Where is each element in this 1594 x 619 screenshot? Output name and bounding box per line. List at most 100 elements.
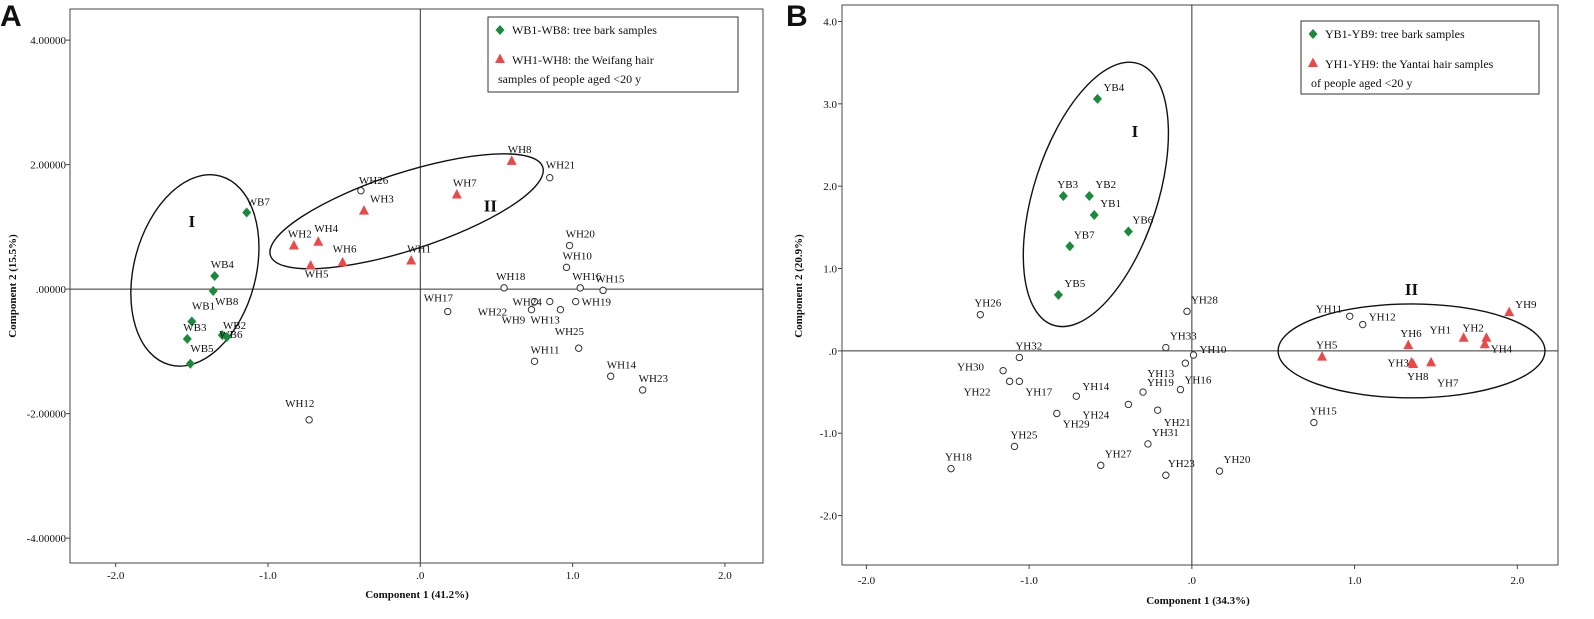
y-tick-label: .0 [829,346,838,358]
x-tick-label: -2.0 [858,575,876,587]
point-label: YH25 [1010,429,1037,441]
data-point [562,263,571,272]
group-label: I [1132,122,1139,141]
data-point [500,284,508,292]
point-label: YH22 [964,386,991,398]
point-label: WB8 [215,296,239,308]
point-label: WH2 [288,229,312,241]
data-point [1053,289,1063,300]
point-label: YH33 [1170,331,1197,343]
point-label: YH26 [974,298,1001,310]
point-label: WB3 [183,322,207,334]
data-point [1403,339,1414,350]
point-label: YH3 [1388,357,1410,369]
y-tick-label: 2.00000 [30,160,66,172]
point-label: WH7 [453,177,477,189]
point-label: YH27 [1105,448,1132,460]
point-label: WH9 [501,315,525,327]
point-label: YH7 [1437,377,1459,389]
point-label: YH32 [1015,340,1042,352]
x-tick-label: -2.0 [107,570,125,582]
data-point [222,332,232,343]
point-label: WH11 [531,344,560,356]
y-axis-label: Component 2 (15.5%) [7,234,19,338]
data-point [1058,191,1068,202]
point-label: WB1 [192,300,215,312]
point-label: WH6 [333,243,357,255]
point-label: WH23 [639,373,669,385]
data-point [1183,307,1191,316]
point-label: WH16 [572,271,602,283]
x-tick-label: .0 [1188,575,1197,587]
point-label: YB4 [1103,82,1124,94]
point-label: WH22 [478,307,507,319]
data-point [337,256,348,267]
legend-text: samples of people aged <20 y [498,72,641,86]
data-point [556,305,565,314]
point-label: YH13 [1147,368,1174,380]
data-point [1162,471,1170,479]
x-tick-label: 2.0 [1510,575,1524,587]
data-point [530,357,539,366]
point-label: WH17 [424,293,454,305]
x-tick-label: .0 [416,570,425,582]
data-point [1317,351,1328,361]
group-ellipse [1277,303,1546,399]
point-label: YH24 [1082,409,1109,421]
legend-text: WH1-WH8: the Weifang hair [512,53,654,67]
data-point [451,188,462,199]
data-point [1215,467,1224,475]
data-point [1181,359,1190,367]
data-point [242,207,252,218]
data-point [187,316,197,327]
point-label: YH21 [1164,417,1191,429]
data-point [1479,338,1490,349]
point-label: WH12 [285,398,314,410]
panel-letter: B [786,0,808,33]
legend-marker [495,53,505,63]
plot-frame [69,8,764,564]
data-point [1015,353,1024,362]
data-point [210,271,220,282]
y-tick-label: -2.00000 [27,409,67,421]
point-label: WH19 [582,297,612,309]
legend-text: of people aged <20 y [1311,76,1412,90]
data-point [1097,461,1105,470]
point-label: WH1 [407,243,431,255]
point-label: YB7 [1074,229,1095,241]
point-label: YH6 [1400,328,1422,340]
legend-marker [1308,29,1318,39]
data-point [1010,442,1019,451]
y-tick-label: -2.0 [820,511,838,523]
point-label: YH14 [1082,381,1109,393]
data-point [1053,409,1061,418]
data-point [530,297,539,306]
point-label: YB1 [1100,198,1121,210]
data-point [599,286,607,295]
panel-a: A -2.0 -1.0 .0 1.0 2.0 -4.00000 -2.00000 .00000 2… [0,0,764,601]
point-label: WH15 [595,273,625,285]
point-label: YB2 [1095,179,1116,191]
data-point [1189,351,1198,359]
point-label: WH24 [513,297,543,309]
data-point [1426,356,1437,367]
data-point [1065,241,1075,252]
data-point [546,173,554,182]
data-point [1310,418,1318,427]
data-point [527,305,536,314]
y-tick-label: 3.0 [823,99,837,111]
data-point [576,284,584,292]
point-label: WH18 [496,271,526,283]
data-point [185,358,195,369]
data-point [1346,312,1354,320]
y-tick-label: 4.0 [823,16,837,28]
panel-b: B -2.0 -1.0 .0 1.0 2.0 -2.0 -1.0 .0 1.0 2.0 3.0 4.0 C… [786,0,1559,607]
data-point [1359,320,1367,329]
data-point [1015,377,1024,386]
point-label: WH5 [305,268,329,280]
y-tick-label: -4.00000 [27,533,67,545]
data-point [1139,388,1147,396]
data-point [1458,332,1469,342]
plot-frame [841,4,1559,566]
point-label: WB7 [247,197,271,209]
